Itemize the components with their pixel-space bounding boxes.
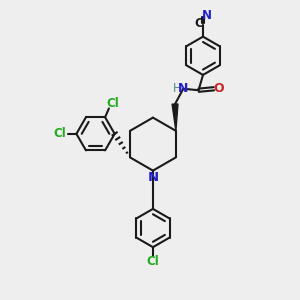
Text: Cl: Cl [147,255,159,268]
Polygon shape [172,104,178,131]
Text: C: C [194,17,203,30]
Text: N: N [178,82,188,95]
Text: N: N [202,9,212,22]
Text: Cl: Cl [106,97,119,110]
Text: Cl: Cl [53,127,66,140]
Text: O: O [214,82,224,95]
Text: H: H [172,82,181,95]
Text: N: N [148,171,159,184]
